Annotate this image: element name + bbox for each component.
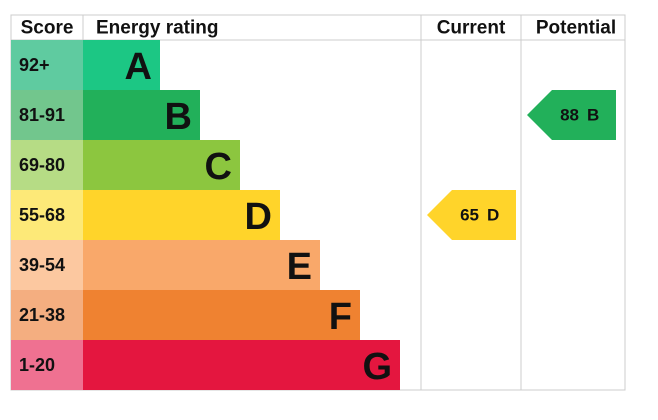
score-label: 1-20	[19, 355, 55, 375]
score-cell	[11, 90, 83, 140]
rating-letter: G	[362, 346, 392, 388]
score-cell	[11, 40, 83, 90]
rating-bar	[83, 140, 240, 190]
rating-bar	[83, 40, 160, 90]
score-cell	[11, 340, 83, 390]
header: Current	[437, 18, 506, 39]
score-cell	[11, 140, 83, 190]
potential-arrow: 88 B	[527, 90, 616, 140]
arrow-value: 88	[560, 106, 579, 125]
rating-letter: E	[287, 246, 312, 288]
score-cell	[11, 190, 83, 240]
header: Potential	[536, 18, 616, 39]
rating-letter: F	[329, 296, 352, 338]
rating-bar	[83, 190, 280, 240]
arrow-shape	[427, 190, 516, 240]
score-label: 81-91	[19, 105, 65, 125]
score-label: 39-54	[19, 255, 65, 275]
score-cell	[11, 240, 83, 290]
rating-bar	[83, 240, 320, 290]
rating-letter: C	[205, 146, 232, 188]
rating-bar	[83, 290, 360, 340]
score-cell	[11, 290, 83, 340]
score-label: 92+	[19, 55, 50, 75]
rating-letter: D	[245, 196, 272, 238]
rating-bar	[83, 340, 400, 390]
arrow-rating: B	[587, 106, 599, 125]
rating-letter: A	[125, 46, 152, 88]
header: Energy rating	[96, 18, 218, 39]
rating-bar	[83, 90, 200, 140]
current-arrow: 65 D	[427, 190, 516, 240]
score-label: 21-38	[19, 305, 65, 325]
rating-letter: B	[165, 96, 192, 138]
arrow-rating: D	[487, 206, 499, 225]
score-label: 55-68	[19, 205, 65, 225]
arrow-value: 65	[460, 206, 479, 225]
header: Score	[21, 18, 74, 39]
score-label: 69-80	[19, 155, 65, 175]
arrow-shape	[527, 90, 616, 140]
